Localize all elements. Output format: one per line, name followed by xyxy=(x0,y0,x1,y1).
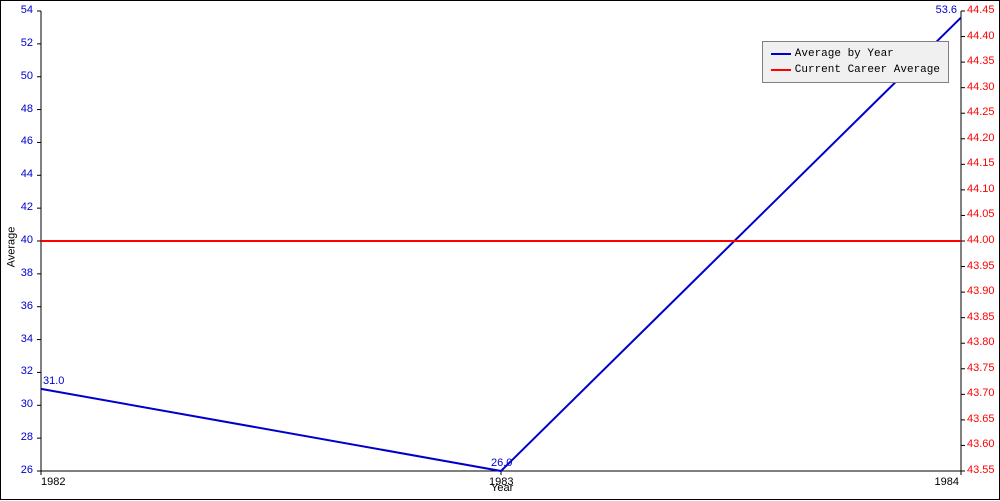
y-left-tick-label: 40 xyxy=(21,234,33,246)
y-right-tick-label: 43.80 xyxy=(967,336,995,348)
y-left-tick-label: 34 xyxy=(21,333,33,345)
y-right-tick-label: 43.75 xyxy=(967,362,995,374)
y-right-tick-label: 44.35 xyxy=(967,55,995,67)
y-right-tick-label: 43.90 xyxy=(967,285,995,297)
y-axis-label: Average xyxy=(5,227,17,268)
data-point-label: 31.0 xyxy=(43,375,64,387)
y-left-tick-label: 36 xyxy=(21,300,33,312)
x-tick-label: 1982 xyxy=(41,476,65,488)
legend-label: Average by Year xyxy=(795,46,894,62)
y-left-tick-label: 42 xyxy=(21,201,33,213)
y-left-tick-label: 50 xyxy=(21,70,33,82)
y-right-tick-label: 44.30 xyxy=(967,81,995,93)
y-left-tick-label: 46 xyxy=(21,135,33,147)
legend-label: Current Career Average xyxy=(795,62,940,78)
y-right-tick-label: 43.85 xyxy=(967,311,995,323)
y-right-tick-label: 43.70 xyxy=(967,387,995,399)
y-left-tick-label: 48 xyxy=(21,103,33,115)
chart-container: Average Year Average by YearCurrent Care… xyxy=(0,0,1000,500)
y-right-tick-label: 43.95 xyxy=(967,260,995,272)
y-left-tick-label: 26 xyxy=(21,464,33,476)
y-right-tick-label: 44.15 xyxy=(967,157,995,169)
y-right-tick-label: 44.45 xyxy=(967,4,995,16)
data-point-label: 26.0 xyxy=(491,457,512,469)
legend-swatch xyxy=(771,53,791,55)
legend-swatch xyxy=(771,69,791,71)
y-right-tick-label: 44.00 xyxy=(967,234,995,246)
x-tick-label: 1983 xyxy=(489,476,513,488)
y-right-tick-label: 44.20 xyxy=(967,132,995,144)
legend: Average by YearCurrent Career Average xyxy=(762,41,949,83)
y-right-tick-label: 44.25 xyxy=(967,106,995,118)
x-tick-label: 1984 xyxy=(935,476,959,488)
y-left-tick-label: 38 xyxy=(21,267,33,279)
y-left-tick-label: 44 xyxy=(21,168,33,180)
y-right-tick-label: 44.05 xyxy=(967,208,995,220)
legend-item: Average by Year xyxy=(771,46,940,62)
y-right-tick-label: 43.65 xyxy=(967,413,995,425)
y-right-tick-label: 44.40 xyxy=(967,30,995,42)
y-right-tick-label: 43.55 xyxy=(967,464,995,476)
y-left-tick-label: 30 xyxy=(21,398,33,410)
y-left-tick-label: 54 xyxy=(21,4,33,16)
y-right-tick-label: 44.10 xyxy=(967,183,995,195)
y-left-tick-label: 52 xyxy=(21,37,33,49)
y-left-tick-label: 28 xyxy=(21,431,33,443)
y-left-tick-label: 32 xyxy=(21,365,33,377)
data-point-label: 53.6 xyxy=(936,4,957,16)
legend-item: Current Career Average xyxy=(771,62,940,78)
y-right-tick-label: 43.60 xyxy=(967,438,995,450)
